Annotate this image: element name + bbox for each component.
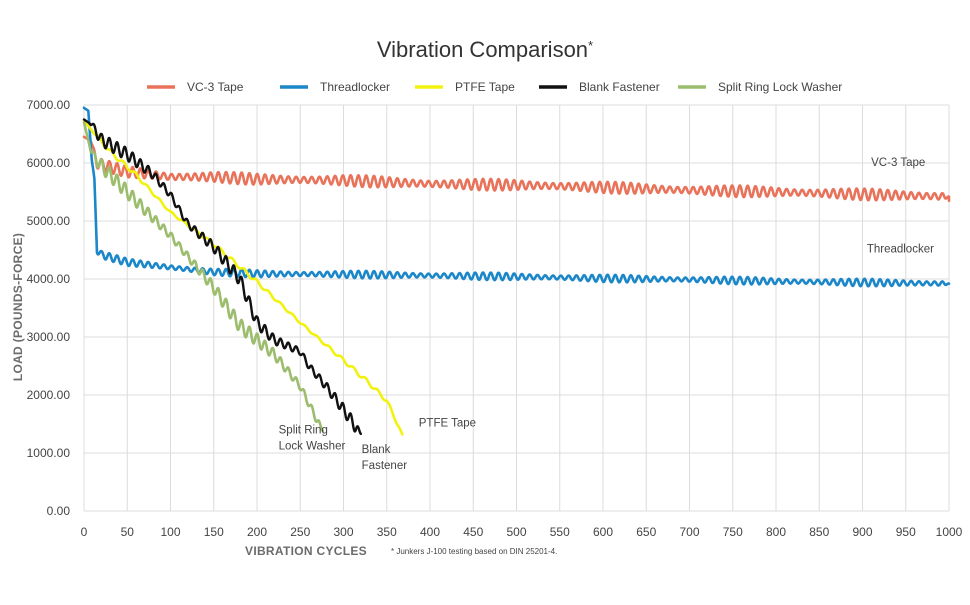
series-line-vc-3-tape	[82, 135, 951, 202]
x-tick-label: 600	[593, 525, 613, 539]
legend-label-blank-fastener: Blank Fastener	[579, 80, 660, 94]
legend: VC-3 Tape Threadlocker PTFE Tape Blank Fast…	[147, 80, 842, 94]
series-line-blank-fastener	[82, 118, 362, 436]
legend-label-ptfe-tape: PTFE Tape	[455, 80, 515, 94]
y-tick-label: 5000.00	[27, 214, 71, 228]
chart-title-text: Vibration Comparison	[377, 37, 588, 62]
x-tick-label: 500	[506, 525, 526, 539]
y-tick-label: 0.00	[47, 504, 71, 518]
chart-title-mark: *	[588, 38, 593, 53]
x-tick-label: 1000	[936, 525, 963, 539]
y-axis-ticks: 0.00 1000.00 2000.00 3000.00 4000.00 5000.00 6…	[27, 98, 71, 518]
annotation-split-ring-lock-washer: Split Ring Lock Washer	[279, 424, 346, 452]
chart-title: Vibration Comparison*	[377, 37, 593, 62]
y-axis-label: LOAD (POUNDS-FORCE)	[11, 233, 25, 381]
series-annotations: VC-3 Tape Threadlocker PTFE Tape Blank Faste…	[279, 157, 934, 472]
x-axis-label: VIBRATION CYCLES	[245, 544, 367, 558]
y-tick-label: 6000.00	[27, 156, 71, 170]
annotation-vc-3-tape: VC-3 Tape	[871, 157, 925, 169]
legend-label-vc-3-tape: VC-3 Tape	[187, 80, 244, 94]
x-axis-ticks: 0 50 100 150 200 250 300 350 400 450 500 550 600 650 7…	[81, 525, 963, 539]
gridlines	[83, 104, 950, 512]
x-tick-label: 350	[377, 525, 397, 539]
x-tick-label: 300	[333, 525, 353, 539]
x-tick-label: 250	[290, 525, 310, 539]
legend-label-split-ring-lock-washer: Split Ring Lock Washer	[718, 80, 842, 94]
x-tick-label: 900	[852, 525, 872, 539]
x-tick-label: 800	[766, 525, 786, 539]
series-lines	[82, 106, 951, 436]
annotation-blank-fastener: Blank Fastener	[362, 444, 408, 472]
y-tick-label: 7000.00	[27, 98, 71, 112]
y-tick-label: 1000.00	[27, 446, 71, 460]
y-tick-label: 2000.00	[27, 388, 71, 402]
x-tick-label: 450	[463, 525, 483, 539]
legend-label-threadlocker: Threadlocker	[320, 80, 390, 94]
series-line-ptfe-tape	[82, 119, 404, 436]
x-tick-label: 0	[81, 525, 88, 539]
x-tick-label: 700	[679, 525, 699, 539]
x-tick-label: 550	[550, 525, 570, 539]
x-tick-label: 50	[121, 525, 135, 539]
x-tick-label: 650	[636, 525, 656, 539]
x-tick-label: 400	[420, 525, 440, 539]
x-tick-label: 200	[247, 525, 267, 539]
x-tick-label: 850	[809, 525, 829, 539]
x-tick-label: 100	[160, 525, 180, 539]
y-tick-label: 3000.00	[27, 330, 71, 344]
annotation-ptfe-tape: PTFE Tape	[419, 417, 476, 429]
x-tick-label: 950	[896, 525, 916, 539]
series-line-threadlocker	[82, 106, 951, 288]
y-tick-label: 4000.00	[27, 272, 71, 286]
x-tick-label: 150	[204, 525, 224, 539]
x-tick-label: 750	[723, 525, 743, 539]
footnote: * Junkers J-100 testing based on DIN 252…	[391, 547, 557, 556]
annotation-threadlocker: Threadlocker	[867, 243, 934, 255]
series-line-split-ring-lock-washer	[82, 121, 325, 433]
